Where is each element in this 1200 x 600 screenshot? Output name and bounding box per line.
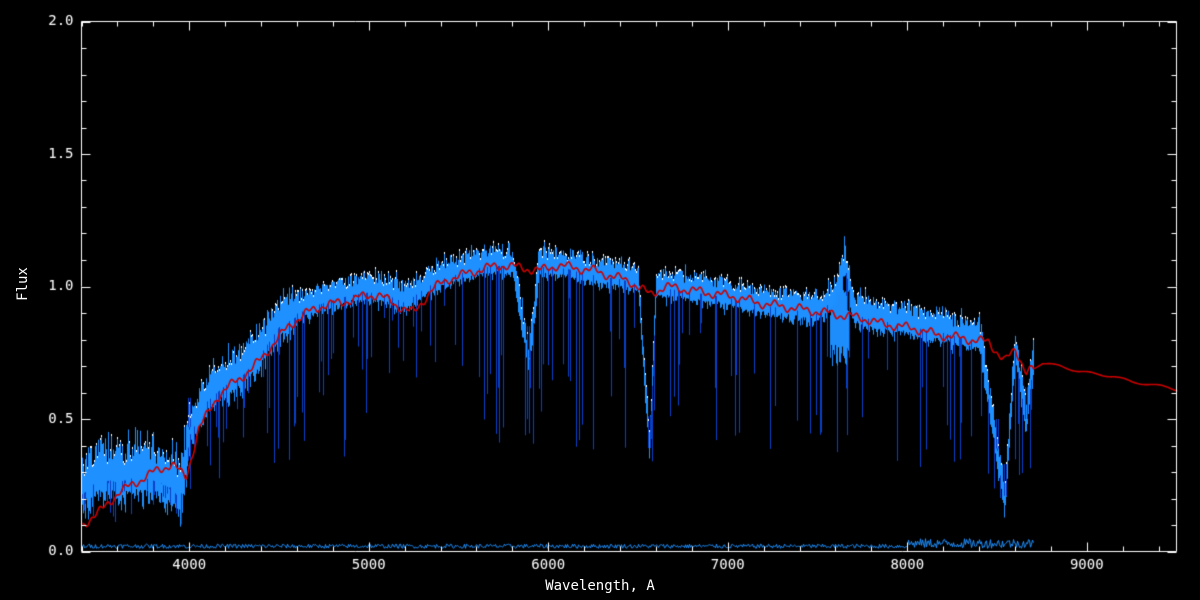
y-axis-label: Flux bbox=[15, 267, 31, 301]
x-axis-label: Wavelength, A bbox=[545, 578, 655, 594]
